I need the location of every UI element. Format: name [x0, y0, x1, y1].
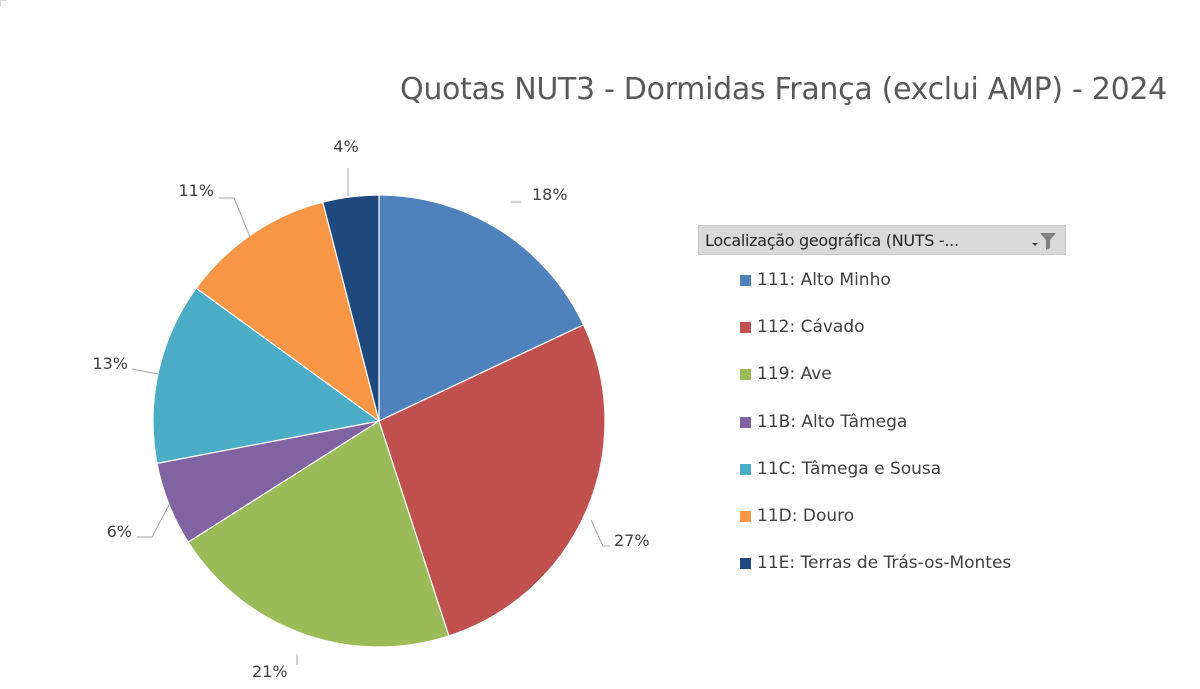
percent-label-4: 6%	[107, 522, 132, 541]
legend-swatch	[740, 274, 751, 286]
percent-label-1: 18%	[532, 185, 568, 204]
leader-line-5	[131, 368, 159, 375]
legend-swatch	[740, 416, 751, 428]
legend-label: 11B: Alto Tâmega	[757, 412, 908, 432]
filter-dropdown-icon[interactable]	[1029, 230, 1059, 252]
leader-line-6	[219, 197, 251, 238]
percent-label-3: 21%	[252, 662, 288, 681]
pie-slice-7[interactable]	[322, 194, 380, 422]
leader-line-4	[137, 502, 171, 538]
legend-swatch	[740, 368, 751, 380]
percent-label-2: 27%	[614, 531, 650, 550]
legend-label: 111: Alto Minho	[757, 270, 891, 290]
percent-label-7: 4%	[333, 137, 358, 156]
legend-header-label: Localização geográfica (NUTS -...	[705, 230, 959, 250]
legend-swatch	[740, 463, 751, 475]
pie-slice-5[interactable]	[152, 287, 381, 465]
legend-item-2[interactable]: 112: Cávado	[740, 317, 865, 337]
legend-swatch	[740, 557, 751, 569]
pie-slice-1[interactable]	[378, 194, 585, 422]
percent-label-6: 11%	[178, 181, 214, 200]
corner-mark	[0, 0, 7, 7]
legend-filter-header[interactable]: Localização geográfica (NUTS -...	[698, 225, 1066, 255]
leader-lines	[131, 168, 610, 665]
percent-labels: 18% 27% 21% 6% 13% 11% 4%	[92, 137, 649, 681]
pie-slice-3[interactable]	[187, 420, 450, 648]
legend-swatch	[740, 510, 751, 522]
chart-title: Quotas NUT3 - Dormidas França (exclui AM…	[400, 72, 1167, 107]
legend-item-5[interactable]: 11C: Tâmega e Sousa	[740, 459, 941, 479]
legend-label: 11E: Terras de Trás-os-Montes	[757, 553, 1012, 573]
legend-item-1[interactable]: 111: Alto Minho	[740, 270, 891, 290]
percent-label-5: 13%	[92, 354, 128, 373]
legend-swatch	[740, 321, 751, 333]
legend-label: 11D: Douro	[757, 506, 855, 526]
pie-slices	[152, 194, 606, 648]
leader-line-2	[590, 519, 610, 547]
legend: Localização geográfica (NUTS -... 111: A…	[698, 225, 1068, 573]
legend-label: 11C: Tâmega e Sousa	[757, 459, 942, 479]
legend-label: 112: Cávado	[757, 317, 865, 337]
legend-label: 119: Ave	[757, 364, 832, 384]
legend-item-4[interactable]: 11B: Alto Tâmega	[740, 412, 907, 432]
legend-item-7[interactable]: 11E: Terras de Trás-os-Montes	[740, 553, 1011, 573]
legend-item-3[interactable]: 119: Ave	[740, 364, 832, 384]
legend-item-6[interactable]: 11D: Douro	[740, 506, 854, 526]
pie-slice-6[interactable]	[195, 201, 380, 423]
pie-slice-2[interactable]	[378, 323, 606, 637]
